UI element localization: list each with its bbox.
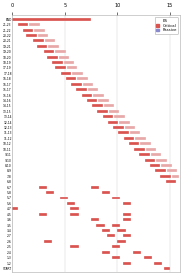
Bar [156,159,167,162]
Bar [97,110,108,113]
Bar [113,126,124,129]
Bar [117,229,126,232]
Bar [34,29,45,32]
Bar [103,115,113,118]
Bar [151,153,161,156]
Bar [150,164,160,167]
Bar [123,218,131,221]
Bar [165,267,170,270]
Bar [130,131,140,134]
Bar [47,56,58,59]
Bar [44,240,52,243]
Bar [102,191,110,194]
Bar [166,180,176,183]
Bar [160,175,171,178]
Bar [129,142,139,145]
Bar [102,229,110,232]
Bar [135,137,146,140]
Bar [77,77,88,80]
Bar [155,169,166,172]
Bar [61,72,71,75]
Bar [12,207,18,210]
Bar [23,29,33,32]
Bar [39,186,47,189]
Bar [72,72,83,75]
Bar [123,262,131,265]
Bar [125,126,135,129]
Bar [112,256,120,259]
Bar [167,169,177,172]
Bar [107,234,115,237]
Bar [70,245,79,248]
Bar [38,34,48,37]
Bar [140,142,151,145]
Bar [18,23,28,26]
Bar [52,61,63,64]
Bar [92,104,103,107]
Bar [96,224,105,227]
Bar [118,131,129,134]
Bar [45,39,55,42]
Bar [161,164,172,167]
Bar [29,23,40,26]
Bar [55,67,66,70]
Bar [71,83,82,86]
Bar [66,77,76,80]
Bar [124,137,134,140]
Bar [60,197,68,199]
Bar [46,191,54,194]
Bar [55,50,66,53]
Bar [112,224,120,227]
Bar [83,83,93,86]
Bar [12,18,91,21]
Bar [87,99,97,102]
Bar [91,186,100,189]
Bar [82,94,92,97]
Bar [39,213,47,216]
Bar [172,175,179,178]
Bar [70,213,79,216]
Bar [117,240,126,243]
Bar [123,202,131,205]
Bar [154,262,162,265]
Bar [139,153,150,156]
Bar [108,121,118,124]
Bar [44,50,54,53]
Bar [119,121,130,124]
Bar [26,34,37,37]
Bar [37,45,47,48]
Bar [67,67,77,70]
Bar [104,104,114,107]
Bar [64,61,74,64]
Bar [102,251,110,254]
Bar [76,88,87,91]
Bar [112,197,120,199]
Bar [88,88,98,91]
Bar [59,56,69,59]
Bar [134,148,145,151]
Bar [33,39,44,42]
Bar [112,245,120,248]
Bar [133,251,141,254]
Bar [67,202,75,205]
Bar [145,159,155,162]
Legend: ES, Critical, Passive: ES, Critical, Passive [155,17,178,34]
Bar [48,45,59,48]
Bar [123,234,131,237]
Bar [114,115,125,118]
Bar [143,256,152,259]
Bar [70,207,79,210]
Bar [146,148,156,151]
Bar [109,110,119,113]
Bar [91,218,100,221]
Bar [123,213,131,216]
Bar [98,99,109,102]
Bar [93,94,104,97]
